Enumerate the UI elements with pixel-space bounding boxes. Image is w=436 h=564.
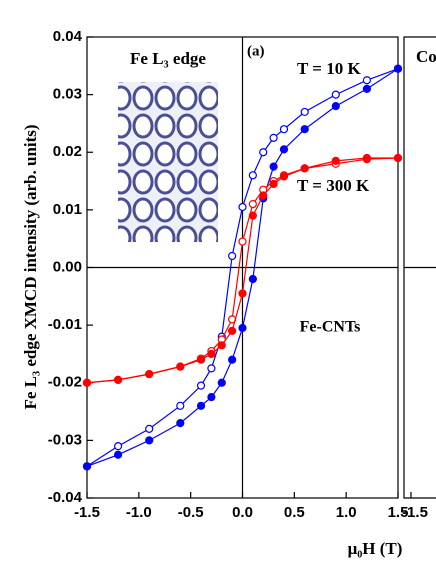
data-point [269, 133, 278, 142]
y-tick-label: 0.04 [53, 28, 83, 45]
data-point [196, 355, 206, 364]
data-point [238, 237, 247, 246]
inset-label: Fe L₃ edge [130, 49, 206, 68]
sample-label: Fe-CNTs [300, 319, 361, 336]
data-point [217, 378, 226, 387]
data-point [176, 401, 185, 410]
data-point [82, 378, 92, 387]
data-point [300, 125, 309, 134]
y-tick-label: 0.03 [53, 86, 82, 103]
data-point [145, 370, 154, 379]
series-label: T = 10 K [297, 59, 361, 78]
data-point [331, 90, 340, 99]
data-point [145, 436, 154, 445]
data-point [113, 450, 123, 459]
data-point [279, 172, 289, 181]
x-tick-label: 0.5 [284, 504, 305, 521]
data-point [362, 84, 371, 93]
data-point [362, 153, 371, 163]
data-point [196, 401, 206, 410]
x-axis-label: μ₀H (T) [348, 539, 403, 558]
data-point [228, 326, 237, 335]
data-point [269, 162, 278, 171]
y-tick-label: 0.00 [53, 258, 82, 275]
data-point [279, 145, 289, 154]
data-point [238, 289, 247, 298]
x-tick-label: -1.0 [126, 504, 152, 521]
data-point [331, 156, 340, 165]
series-label: T = 300 K [297, 176, 370, 195]
y-tick-label: 0.02 [53, 143, 82, 160]
data-point [248, 211, 257, 220]
data-point [113, 442, 123, 451]
data-point [248, 171, 257, 180]
x-tick-label: -1.5 [74, 504, 100, 521]
y-tick-label: -0.02 [48, 374, 82, 391]
data-point [393, 64, 403, 73]
y-tick-label: 0.01 [53, 201, 82, 218]
x-tick-label: -1.5 [402, 504, 428, 521]
data-point [248, 274, 257, 284]
data-point [176, 362, 185, 371]
data-point [248, 200, 257, 209]
data-point [196, 381, 206, 390]
y-tick-label: -0.03 [48, 431, 82, 448]
y-tick-label: -0.01 [48, 316, 82, 333]
nanotube-inset [118, 82, 218, 242]
panel-b-title: Co [416, 47, 436, 66]
data-point [228, 251, 237, 261]
y-axis-label: Fe L₃ edge XMCD intensity (arb. units) [21, 124, 40, 409]
x-tick-label: 0.0 [232, 504, 253, 521]
data-point [269, 179, 278, 189]
data-point [82, 462, 92, 471]
data-point [259, 148, 268, 157]
data-point [300, 164, 309, 173]
data-point [238, 202, 247, 212]
data-point [228, 355, 237, 364]
data-point [393, 153, 403, 163]
x-tick-label: 1.0 [336, 504, 357, 521]
panel-label: (a) [247, 43, 265, 59]
x-tick-label: 1.5 [388, 504, 409, 521]
data-point [279, 125, 289, 134]
data-point [176, 418, 185, 428]
data-point [300, 107, 309, 117]
x-tick-label: -0.5 [178, 504, 204, 521]
y-tick-label: -0.04 [48, 489, 83, 506]
data-point [331, 102, 340, 111]
data-point [145, 424, 154, 433]
data-point [207, 349, 216, 359]
data-point [259, 191, 268, 200]
data-point [238, 323, 247, 333]
data-point [207, 393, 216, 402]
data-point [362, 76, 371, 85]
data-point [113, 375, 123, 384]
data-point [207, 364, 216, 373]
data-point [217, 341, 226, 350]
